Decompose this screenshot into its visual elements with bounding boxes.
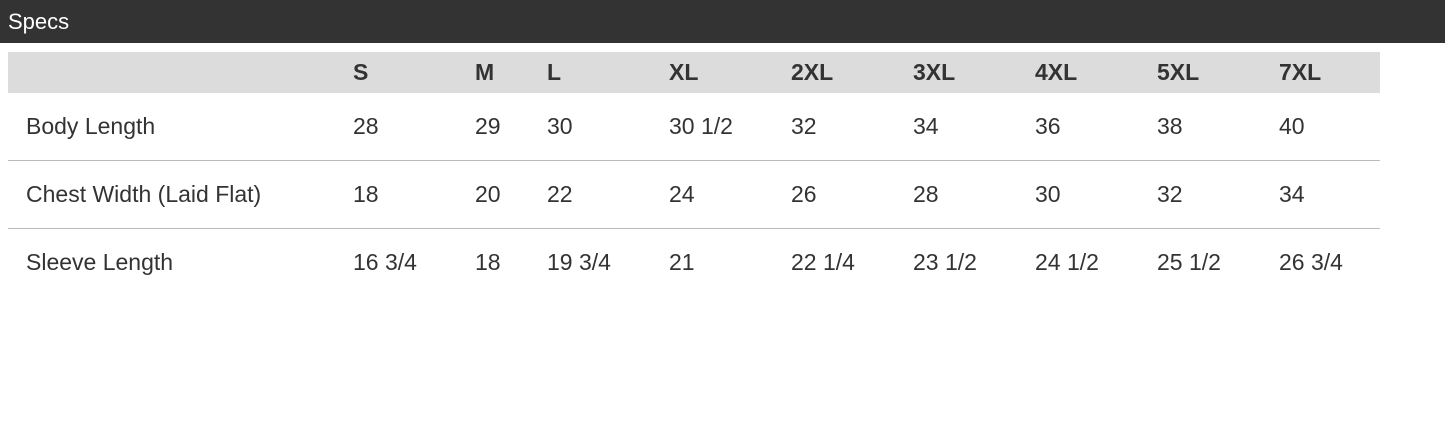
column-header: XL — [669, 52, 791, 93]
column-header: 4XL — [1035, 52, 1157, 93]
cell-value: 26 — [791, 160, 913, 229]
specs-table: S M L XL 2XL 3XL 4XL 5XL 7XL Body Length 28 29 30 30… — [8, 52, 1380, 296]
cell-value: 18 — [475, 249, 501, 275]
cell-value: 30 1/2 — [669, 93, 791, 161]
cell-value: 30 — [1035, 160, 1157, 229]
cell-value: 24 1/2 — [1035, 249, 1099, 275]
row-label: Body Length — [8, 93, 353, 161]
cell-value: 29 — [475, 93, 547, 161]
cell-value: 36 — [1035, 93, 1157, 161]
cell-value: 40 — [1279, 93, 1380, 161]
header-row: S M L XL 2XL 3XL 4XL 5XL 7XL — [8, 52, 1380, 93]
cell-value: 28 — [913, 160, 1035, 229]
column-header: L — [547, 52, 669, 93]
cell-value: 19 3/4 — [547, 249, 611, 275]
column-header: 2XL — [791, 52, 913, 93]
table-row: Sleeve Length 16 3/4 18 19 3/4 21 22 1/4 23 1/… — [8, 229, 1380, 297]
cell-value: 26 3/4 — [1279, 249, 1343, 275]
table-row: Chest Width (Laid Flat) 18 20 22 24 26 28 30 32 3… — [8, 160, 1380, 229]
cell-value: 34 — [1279, 160, 1380, 229]
table-row: Body Length 28 29 30 30 1/2 32 34 36 38 40 — [8, 93, 1380, 161]
cell-value: 28 — [353, 93, 475, 161]
cell-value: 21 — [669, 249, 695, 275]
cell-value: 23 1/2 — [913, 249, 977, 275]
cell-value: 32 — [1157, 160, 1279, 229]
cell-value: 18 — [353, 160, 475, 229]
column-header: 7XL — [1279, 52, 1380, 93]
column-header: 5XL — [1157, 52, 1279, 93]
column-header: 3XL — [913, 52, 1035, 93]
cell-value: 22 — [547, 160, 669, 229]
column-header: M — [475, 52, 547, 93]
cell-value: 32 — [791, 93, 913, 161]
cell-value: 20 — [475, 160, 547, 229]
cell-value: 34 — [913, 93, 1035, 161]
column-header — [8, 52, 353, 93]
cell-value: 38 — [1157, 93, 1279, 161]
cell-value: 24 — [669, 160, 791, 229]
cell-value: 25 1/2 — [1157, 249, 1221, 275]
row-label: Chest Width (Laid Flat) — [8, 160, 353, 229]
section-header: Specs — [0, 0, 1445, 43]
row-label: Sleeve Length — [26, 249, 174, 275]
column-header: S — [353, 52, 475, 93]
cell-value: 16 3/4 — [353, 249, 417, 275]
cell-value: 22 1/4 — [791, 249, 855, 275]
cell-value: 30 — [547, 93, 669, 161]
